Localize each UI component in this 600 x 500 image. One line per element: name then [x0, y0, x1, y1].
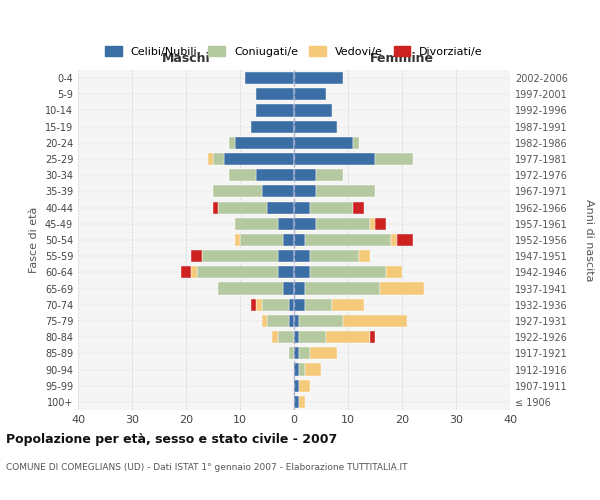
Bar — [294, 315, 299, 327]
Bar — [316, 186, 375, 198]
Bar — [294, 234, 305, 246]
Bar — [256, 104, 294, 117]
Bar — [235, 137, 294, 149]
Bar — [278, 331, 294, 343]
Y-axis label: Anni di nascita: Anni di nascita — [584, 198, 595, 281]
Bar — [283, 282, 294, 294]
Bar — [299, 348, 310, 360]
Bar — [289, 298, 294, 311]
Bar — [294, 169, 316, 181]
Bar — [191, 266, 197, 278]
Bar — [240, 234, 283, 246]
Bar — [197, 266, 278, 278]
Bar — [359, 250, 370, 262]
Bar — [229, 169, 256, 181]
Text: COMUNE DI COMEGLIANS (UD) - Dati ISTAT 1° gennaio 2007 - Elaborazione TUTTITALIA: COMUNE DI COMEGLIANS (UD) - Dati ISTAT 1… — [6, 462, 407, 471]
Bar — [299, 364, 305, 376]
Bar — [267, 202, 294, 213]
Bar — [294, 266, 310, 278]
Bar — [294, 104, 332, 117]
Bar — [310, 348, 337, 360]
Bar — [262, 315, 267, 327]
Bar — [294, 202, 310, 213]
Bar — [294, 298, 305, 311]
Bar — [310, 202, 353, 213]
Bar — [294, 364, 299, 376]
Bar — [213, 153, 224, 165]
Bar — [267, 315, 289, 327]
Bar — [299, 380, 310, 392]
Bar — [202, 250, 278, 262]
Bar — [294, 137, 353, 149]
Bar — [181, 266, 191, 278]
Bar — [229, 137, 235, 149]
Bar — [294, 380, 299, 392]
Bar — [305, 298, 332, 311]
Bar — [191, 250, 202, 262]
Bar — [218, 202, 267, 213]
Text: Popolazione per età, sesso e stato civile - 2007: Popolazione per età, sesso e stato civil… — [6, 432, 337, 446]
Bar — [213, 186, 262, 198]
Bar — [294, 250, 310, 262]
Bar — [278, 218, 294, 230]
Bar — [332, 298, 364, 311]
Bar — [310, 266, 386, 278]
Bar — [294, 348, 299, 360]
Bar — [294, 282, 305, 294]
Bar — [326, 331, 370, 343]
Bar — [299, 315, 343, 327]
Bar — [294, 153, 375, 165]
Bar — [208, 153, 213, 165]
Bar — [294, 396, 299, 408]
Bar — [218, 282, 283, 294]
Bar — [256, 169, 294, 181]
Bar — [353, 137, 359, 149]
Bar — [375, 153, 413, 165]
Bar — [316, 169, 343, 181]
Bar — [278, 266, 294, 278]
Bar — [299, 396, 305, 408]
Text: Femmine: Femmine — [370, 52, 434, 65]
Bar — [391, 234, 397, 246]
Bar — [380, 282, 424, 294]
Bar — [224, 153, 294, 165]
Bar — [283, 234, 294, 246]
Y-axis label: Fasce di età: Fasce di età — [29, 207, 39, 273]
Bar — [305, 364, 321, 376]
Bar — [289, 348, 294, 360]
Bar — [278, 250, 294, 262]
Bar — [256, 88, 294, 101]
Bar — [251, 298, 256, 311]
Bar — [251, 120, 294, 132]
Bar — [235, 234, 240, 246]
Bar — [370, 331, 375, 343]
Bar — [294, 186, 316, 198]
Bar — [316, 218, 370, 230]
Bar — [294, 88, 326, 101]
Bar — [375, 218, 386, 230]
Bar — [262, 186, 294, 198]
Bar — [305, 234, 391, 246]
Legend: Celibi/Nubili, Coniugati/e, Vedovi/e, Divorziati/e: Celibi/Nubili, Coniugati/e, Vedovi/e, Di… — [101, 42, 487, 61]
Bar — [353, 202, 364, 213]
Bar — [262, 298, 289, 311]
Text: Maschi: Maschi — [161, 52, 211, 65]
Bar — [343, 315, 407, 327]
Bar — [310, 250, 359, 262]
Bar — [397, 234, 413, 246]
Bar — [294, 120, 337, 132]
Bar — [256, 298, 262, 311]
Bar — [294, 331, 299, 343]
Bar — [305, 282, 380, 294]
Bar — [299, 331, 326, 343]
Bar — [235, 218, 278, 230]
Bar — [294, 218, 316, 230]
Bar — [245, 72, 294, 84]
Bar — [370, 218, 375, 230]
Bar — [289, 315, 294, 327]
Bar — [213, 202, 218, 213]
Bar — [272, 331, 278, 343]
Bar — [294, 72, 343, 84]
Bar — [386, 266, 402, 278]
